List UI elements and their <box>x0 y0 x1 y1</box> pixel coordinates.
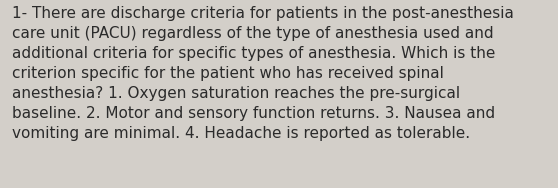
Text: 1- There are discharge criteria for patients in the post-anesthesia
care unit (P: 1- There are discharge criteria for pati… <box>12 6 514 141</box>
